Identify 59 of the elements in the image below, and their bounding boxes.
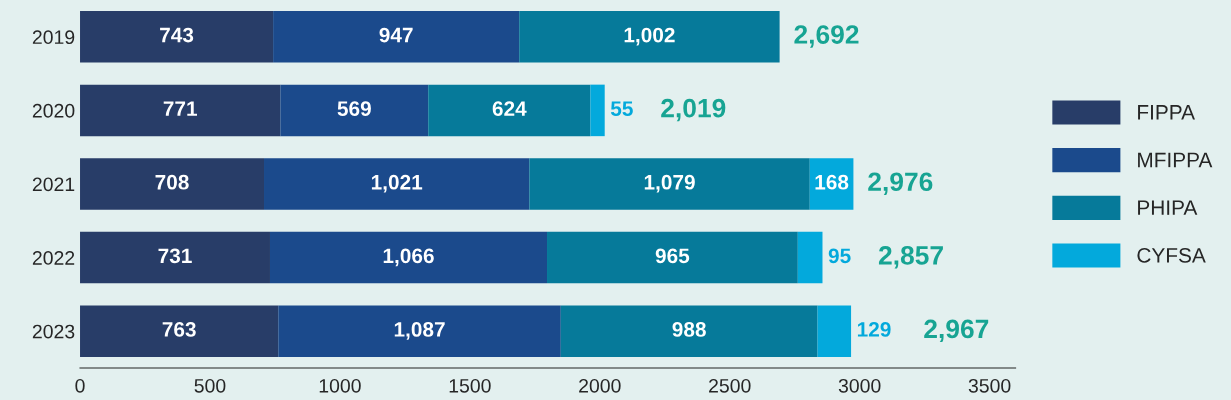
bar xyxy=(278,305,561,357)
data-label: 624 xyxy=(492,101,527,116)
bar xyxy=(80,11,274,63)
y-tick-label: 2020 xyxy=(32,103,75,118)
bar xyxy=(80,231,270,284)
x-tick-label: 2000 xyxy=(579,378,621,393)
bar xyxy=(80,305,279,357)
data-label: 129 xyxy=(857,322,891,337)
bar xyxy=(80,158,265,210)
data-label: 168 xyxy=(815,174,849,190)
bar xyxy=(560,305,818,357)
total-label: 2,692 xyxy=(794,25,859,48)
x-tick-label: 0 xyxy=(75,378,85,393)
y-tick-label: 2021 xyxy=(32,177,75,192)
total-label: 2,019 xyxy=(661,98,726,122)
legend-label: FIPPA xyxy=(1138,105,1195,120)
y-tick-label: 2022 xyxy=(32,251,75,265)
data-label: 763 xyxy=(162,322,196,337)
y-tick-label: 2023 xyxy=(32,324,75,339)
legend-label: MFIPPA xyxy=(1138,152,1213,168)
data-label: 95 xyxy=(828,248,851,264)
bar xyxy=(269,231,548,284)
bar xyxy=(80,84,281,137)
bar xyxy=(817,305,852,357)
total-label: 2,976 xyxy=(868,172,933,195)
data-label: 1,087 xyxy=(394,322,445,340)
data-label: 965 xyxy=(655,248,690,264)
data-label: 988 xyxy=(672,322,706,337)
data-label: 1,066 xyxy=(383,248,434,267)
bar xyxy=(280,84,429,137)
data-label: 947 xyxy=(379,27,413,43)
bar xyxy=(529,158,810,210)
bar xyxy=(273,11,520,63)
bar xyxy=(547,231,798,284)
bar xyxy=(264,158,530,210)
data-label: 731 xyxy=(158,248,192,264)
x-tick-label: 3000 xyxy=(838,378,881,393)
bar xyxy=(428,84,591,137)
legend-label: CYFSA xyxy=(1137,247,1206,263)
data-label: 569 xyxy=(337,101,371,116)
x-tick-label: 1000 xyxy=(319,378,361,393)
data-label: 1,079 xyxy=(644,174,695,193)
data-label: 743 xyxy=(160,27,194,43)
bar xyxy=(519,11,780,63)
total-label: 2,967 xyxy=(924,319,989,343)
y-tick-label: 2019 xyxy=(32,30,75,45)
bar xyxy=(797,231,823,284)
x-tick-label: 3500 xyxy=(968,378,1011,393)
data-label: 708 xyxy=(155,174,189,190)
data-label: 771 xyxy=(163,101,197,116)
x-tick-label: 1500 xyxy=(449,378,491,393)
data-label: 1,002 xyxy=(624,27,675,46)
x-tick-label: 500 xyxy=(194,378,226,393)
legend-label: PHIPA xyxy=(1138,200,1198,215)
data-label: 55 xyxy=(610,101,633,116)
x-tick-label: 2500 xyxy=(709,378,751,393)
bar xyxy=(590,84,605,137)
total-label: 2,857 xyxy=(878,246,943,269)
data-label: 1,021 xyxy=(371,174,423,193)
